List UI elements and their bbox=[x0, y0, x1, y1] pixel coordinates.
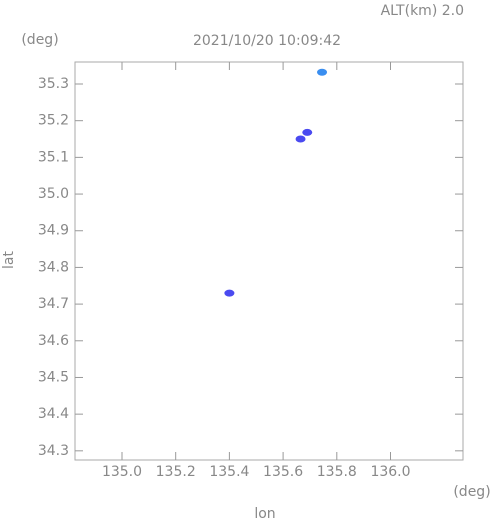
plot-frame bbox=[74, 61, 464, 461]
y-tick-label: 34.3 bbox=[38, 443, 69, 459]
altitude-label: ALT(km) 2.0 bbox=[381, 3, 464, 19]
x-unit: (deg) bbox=[453, 484, 490, 500]
y-tick-label: 35.3 bbox=[38, 76, 69, 92]
y-tick-label: 34.9 bbox=[38, 223, 69, 239]
x-tick-label: 135.0 bbox=[102, 464, 142, 480]
echo-point bbox=[302, 128, 313, 136]
echo-point bbox=[317, 68, 328, 76]
x-tick-label: 135.2 bbox=[156, 464, 196, 480]
x-tick-label: 135.8 bbox=[317, 464, 357, 480]
echo-point bbox=[224, 289, 235, 297]
chart-title: 2021/10/20 10:09:42 bbox=[193, 33, 341, 49]
y-tick-label: 35.2 bbox=[38, 113, 69, 129]
x-tick-label: 135.6 bbox=[263, 464, 303, 480]
echo-point bbox=[295, 135, 306, 143]
x-tick-label: 135.4 bbox=[209, 464, 249, 480]
y-axis-label: lat bbox=[1, 251, 17, 269]
y-tick-label: 34.4 bbox=[38, 406, 69, 422]
y-tick-label: 34.8 bbox=[38, 259, 69, 275]
y-unit: (deg) bbox=[21, 32, 58, 48]
y-tick-label: 35.1 bbox=[38, 149, 69, 165]
x-tick-label: 136.0 bbox=[370, 464, 410, 480]
y-tick-label: 34.6 bbox=[38, 333, 69, 349]
y-tick-label: 35.0 bbox=[38, 186, 69, 202]
y-tick-label: 34.7 bbox=[38, 296, 69, 312]
x-axis-label: lon bbox=[254, 506, 275, 521]
y-tick-label: 34.5 bbox=[38, 369, 69, 385]
